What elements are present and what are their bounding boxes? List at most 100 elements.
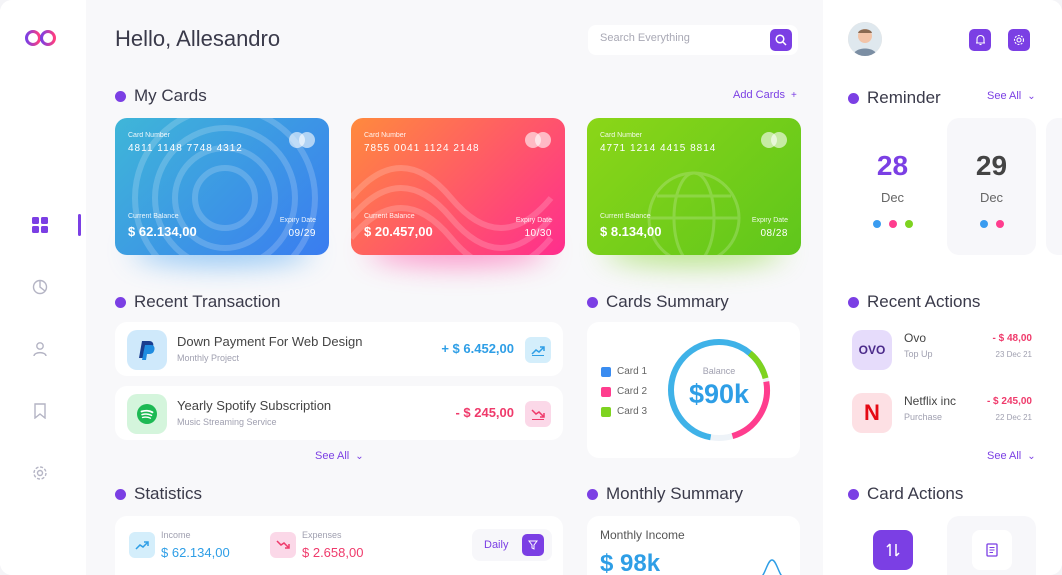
card-number-label: Card Number (364, 132, 407, 139)
settings-icon[interactable] (30, 463, 50, 483)
action-row[interactable]: N Netflix inc Purchase - $ 245,00 22 Dec… (848, 388, 1038, 438)
reminder-dots (947, 220, 1036, 228)
search-input[interactable] (600, 32, 760, 44)
see-all-label: See All (987, 450, 1022, 462)
transaction-row[interactable]: Yearly Spotify Subscription Music Stream… (115, 386, 563, 440)
spotify-icon (127, 394, 167, 434)
cards-summary-title: Cards Summary (606, 292, 729, 311)
ovo-logo-icon: OVO (852, 330, 892, 370)
card-number-label: Card Number (600, 132, 643, 139)
transaction-subtitle: Monthly Project (177, 353, 240, 363)
search-button[interactable] (770, 29, 792, 51)
right-panel: Reminder See All ⌄ 28 Dec 29 Dec Recent A… (826, 0, 1062, 575)
actions-see-all-link[interactable]: See All ⌄ (987, 450, 1036, 462)
balance-label: Current Balance (600, 213, 651, 220)
my-cards-title: My Cards (134, 86, 207, 105)
cards-summary-heading: Cards Summary (587, 292, 729, 312)
expiry-label: Expiry Date (751, 217, 788, 224)
reminder-see-all-link[interactable]: See All ⌄ (987, 90, 1036, 102)
transaction-amount: - $ 245,00 (455, 405, 514, 420)
legend-card-2: Card 2 (601, 386, 647, 397)
card-expiry: 10/30 (524, 228, 552, 239)
avatar[interactable] (848, 22, 882, 56)
chevron-down-icon: ⌄ (1027, 90, 1036, 102)
sidebar (0, 0, 82, 575)
action-amount: - $ 48,00 (992, 333, 1032, 344)
reminder-date-card[interactable]: 28 Dec (848, 118, 937, 255)
legend-label: Card 1 (617, 366, 648, 377)
search-icon (775, 34, 787, 46)
reminder-date-card[interactable]: 29 Dec (947, 118, 1036, 255)
card-balance: $ 20.457,00 (364, 224, 433, 239)
monthly-summary-title: Monthly Summary (606, 484, 743, 503)
transaction-title: Yearly Spotify Subscription (177, 398, 332, 413)
statistics-title: Statistics (134, 484, 203, 503)
expenses-label: Expenses (302, 530, 342, 540)
card-action-tile[interactable] (947, 516, 1036, 575)
dashboard-icon[interactable] (30, 215, 50, 235)
card-pattern (351, 165, 554, 255)
transaction-subtitle: Music Streaming Service (177, 417, 277, 427)
action-amount: - $ 245,00 (986, 396, 1032, 407)
filter-icon (522, 534, 544, 556)
monthly-summary-panel: Monthly Income $ 98k (587, 516, 800, 575)
document-icon (972, 530, 1012, 570)
reminder-month: Dec (880, 190, 905, 205)
card-number: 7855 0041 1124 2148 (364, 143, 480, 154)
legend-card-3: Card 3 (601, 406, 647, 417)
period-select[interactable]: Daily (472, 529, 552, 561)
balance-label: Current Balance (128, 213, 179, 220)
user-icon[interactable] (30, 339, 50, 359)
notification-button[interactable] (969, 29, 991, 51)
reminder-title: Reminder (867, 88, 941, 107)
action-date: 22 Dec 21 (995, 413, 1032, 422)
add-cards-link[interactable]: Add Cards + (733, 89, 797, 101)
app-logo (25, 30, 56, 46)
recent-actions-heading: Recent Actions (848, 292, 980, 312)
card-number-label: Card Number (128, 132, 171, 139)
settings-button[interactable] (1008, 29, 1030, 51)
my-cards-heading: My Cards (115, 86, 207, 106)
plus-icon: + (790, 89, 797, 101)
credit-card-1[interactable]: Card Number 4811 1148 7748 4312 Current … (115, 118, 329, 255)
action-row[interactable]: OVO Ovo Top Up - $ 48,00 23 Dec 21 (848, 325, 1038, 375)
statistics-panel: Income $ 62.134,00 Expenses $ 2.658,00 D… (115, 516, 563, 575)
paypal-icon (127, 330, 167, 370)
card-pattern (132, 118, 318, 255)
donut-center-value: $90k (688, 379, 750, 409)
transaction-title: Down Payment For Web Design (177, 334, 363, 349)
action-type: Top Up (904, 349, 933, 359)
nav-active-indicator (78, 214, 81, 236)
action-name: Netflix inc (904, 394, 957, 408)
expenses-value: $ 2.658,00 (302, 545, 364, 560)
card-brand-icon (525, 132, 551, 148)
card-actions-heading: Card Actions (848, 484, 963, 504)
reminder-day: 29 (975, 150, 1008, 181)
transactions-see-all-link[interactable]: See All ⌄ (315, 450, 364, 462)
recent-transaction-title: Recent Transaction (134, 292, 281, 311)
card-number: 4811 1148 7748 4312 (128, 143, 243, 154)
credit-card-3[interactable]: Card Number 4771 1214 4415 8814 Current … (587, 118, 801, 255)
analytics-icon[interactable] (30, 277, 50, 297)
monthly-income-label: Monthly Income (600, 528, 685, 542)
card-brand-icon (289, 132, 315, 148)
transaction-row[interactable]: Down Payment For Web Design Monthly Proj… (115, 322, 563, 376)
card-expiry: 08/28 (760, 228, 788, 239)
search-bar (588, 25, 798, 55)
credit-card-2[interactable]: Card Number 7855 0041 1124 2148 Current … (351, 118, 565, 255)
card-expiry: 09/29 (288, 228, 316, 239)
add-cards-label: Add Cards (733, 89, 785, 101)
reminder-date-card-partial (1046, 118, 1062, 255)
legend-card-1: Card 1 (601, 366, 647, 377)
action-name: Ovo (904, 331, 927, 345)
card-action-tile[interactable] (848, 516, 937, 575)
card-balance: $ 62.134,00 (128, 224, 197, 239)
bookmark-icon[interactable] (30, 401, 50, 421)
income-label: Income (161, 530, 191, 540)
transaction-amount: + $ 6.452,00 (441, 341, 514, 356)
chevron-down-icon: ⌄ (1027, 450, 1036, 462)
card-actions-title: Card Actions (867, 484, 964, 503)
action-date: 23 Dec 21 (995, 350, 1032, 359)
recent-actions-title: Recent Actions (867, 292, 981, 311)
netflix-logo-icon: N (852, 393, 892, 433)
